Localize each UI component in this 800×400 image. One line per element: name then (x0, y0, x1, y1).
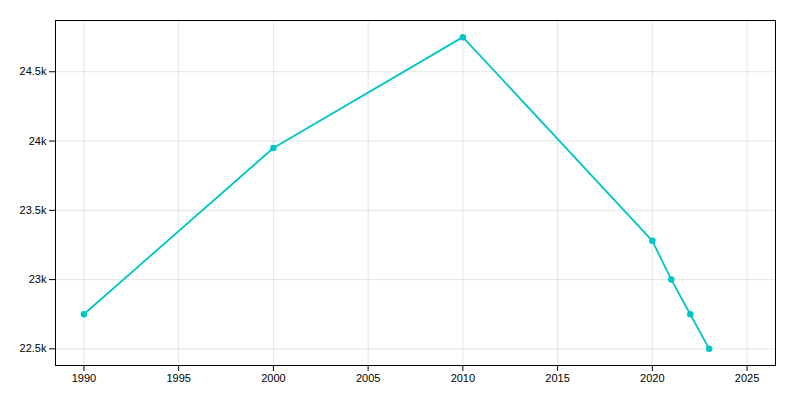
svg-text:1990: 1990 (72, 372, 96, 384)
svg-text:2010: 2010 (451, 372, 475, 384)
svg-text:22.5k: 22.5k (20, 342, 47, 354)
svg-text:2020: 2020 (640, 372, 664, 384)
svg-text:2015: 2015 (545, 372, 569, 384)
svg-text:1995: 1995 (166, 372, 190, 384)
svg-text:24.5k: 24.5k (20, 65, 47, 77)
svg-text:2000: 2000 (261, 372, 285, 384)
svg-text:2005: 2005 (356, 372, 380, 384)
svg-text:23.5k: 23.5k (20, 204, 47, 216)
svg-text:23k: 23k (29, 273, 47, 285)
svg-text:2025: 2025 (735, 372, 759, 384)
svg-text:24k: 24k (29, 135, 47, 147)
